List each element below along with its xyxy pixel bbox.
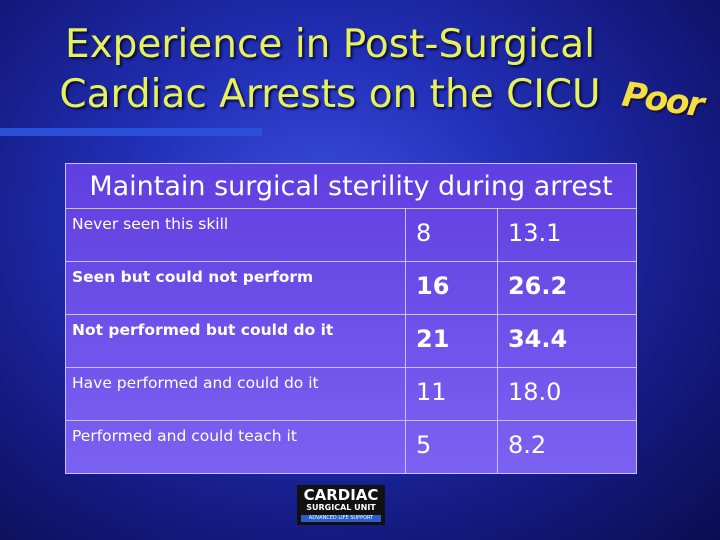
- value-cell: 8: [405, 208, 498, 262]
- row-label: Never seen this skill: [65, 208, 406, 262]
- table-body: Maintain surgical sterility during arres…: [65, 163, 638, 474]
- table-row: Not performed but could do it 21 34.4: [65, 314, 638, 368]
- row-label: Not performed but could do it: [65, 314, 406, 368]
- value-cell: 5: [405, 420, 498, 474]
- row-label: Have performed and could do it: [65, 367, 406, 421]
- value-cell: 26.2: [496, 261, 638, 315]
- title-line: Cardiac Arrests on the CICU: [59, 72, 601, 117]
- value-cell: 13.1: [496, 208, 638, 262]
- row-label: Seen but could not perform: [65, 261, 406, 315]
- table-row: Never seen this skill 8 13.1: [65, 208, 638, 262]
- title-rule: [0, 128, 262, 136]
- header-cell: Maintain surgical sterility during arres…: [65, 163, 637, 209]
- badge: Poor: [619, 74, 705, 126]
- value-cell: 8.2: [496, 420, 638, 474]
- value-cell: 21: [405, 314, 498, 368]
- logo-text: CARDIAC: [303, 486, 379, 504]
- value-cell: 18.0: [496, 367, 638, 421]
- logo-text: SURGICAL UNIT: [306, 503, 376, 512]
- value-cell: 34.4: [496, 314, 638, 368]
- table-row: Have performed and could do it 11 18.0: [65, 367, 638, 421]
- header-row: Maintain surgical sterility during arres…: [65, 163, 637, 209]
- row-label: Performed and could teach it: [65, 420, 406, 474]
- logo-text: ADVANCED LIFE SUPPORT: [301, 515, 381, 522]
- title-line: Experience in Post-Surgical: [64, 22, 596, 67]
- value-cell: 11: [405, 367, 498, 421]
- value-cell: 16: [405, 261, 498, 315]
- table: Maintain surgical sterility during arres…: [65, 163, 638, 474]
- table-row: Seen but could not perform 16 26.2: [65, 261, 638, 315]
- logo: CARDIAC SURGICAL UNIT ADVANCED LIFE SUPP…: [297, 485, 385, 525]
- table-row: Performed and could teach it 5 8.2: [65, 420, 638, 474]
